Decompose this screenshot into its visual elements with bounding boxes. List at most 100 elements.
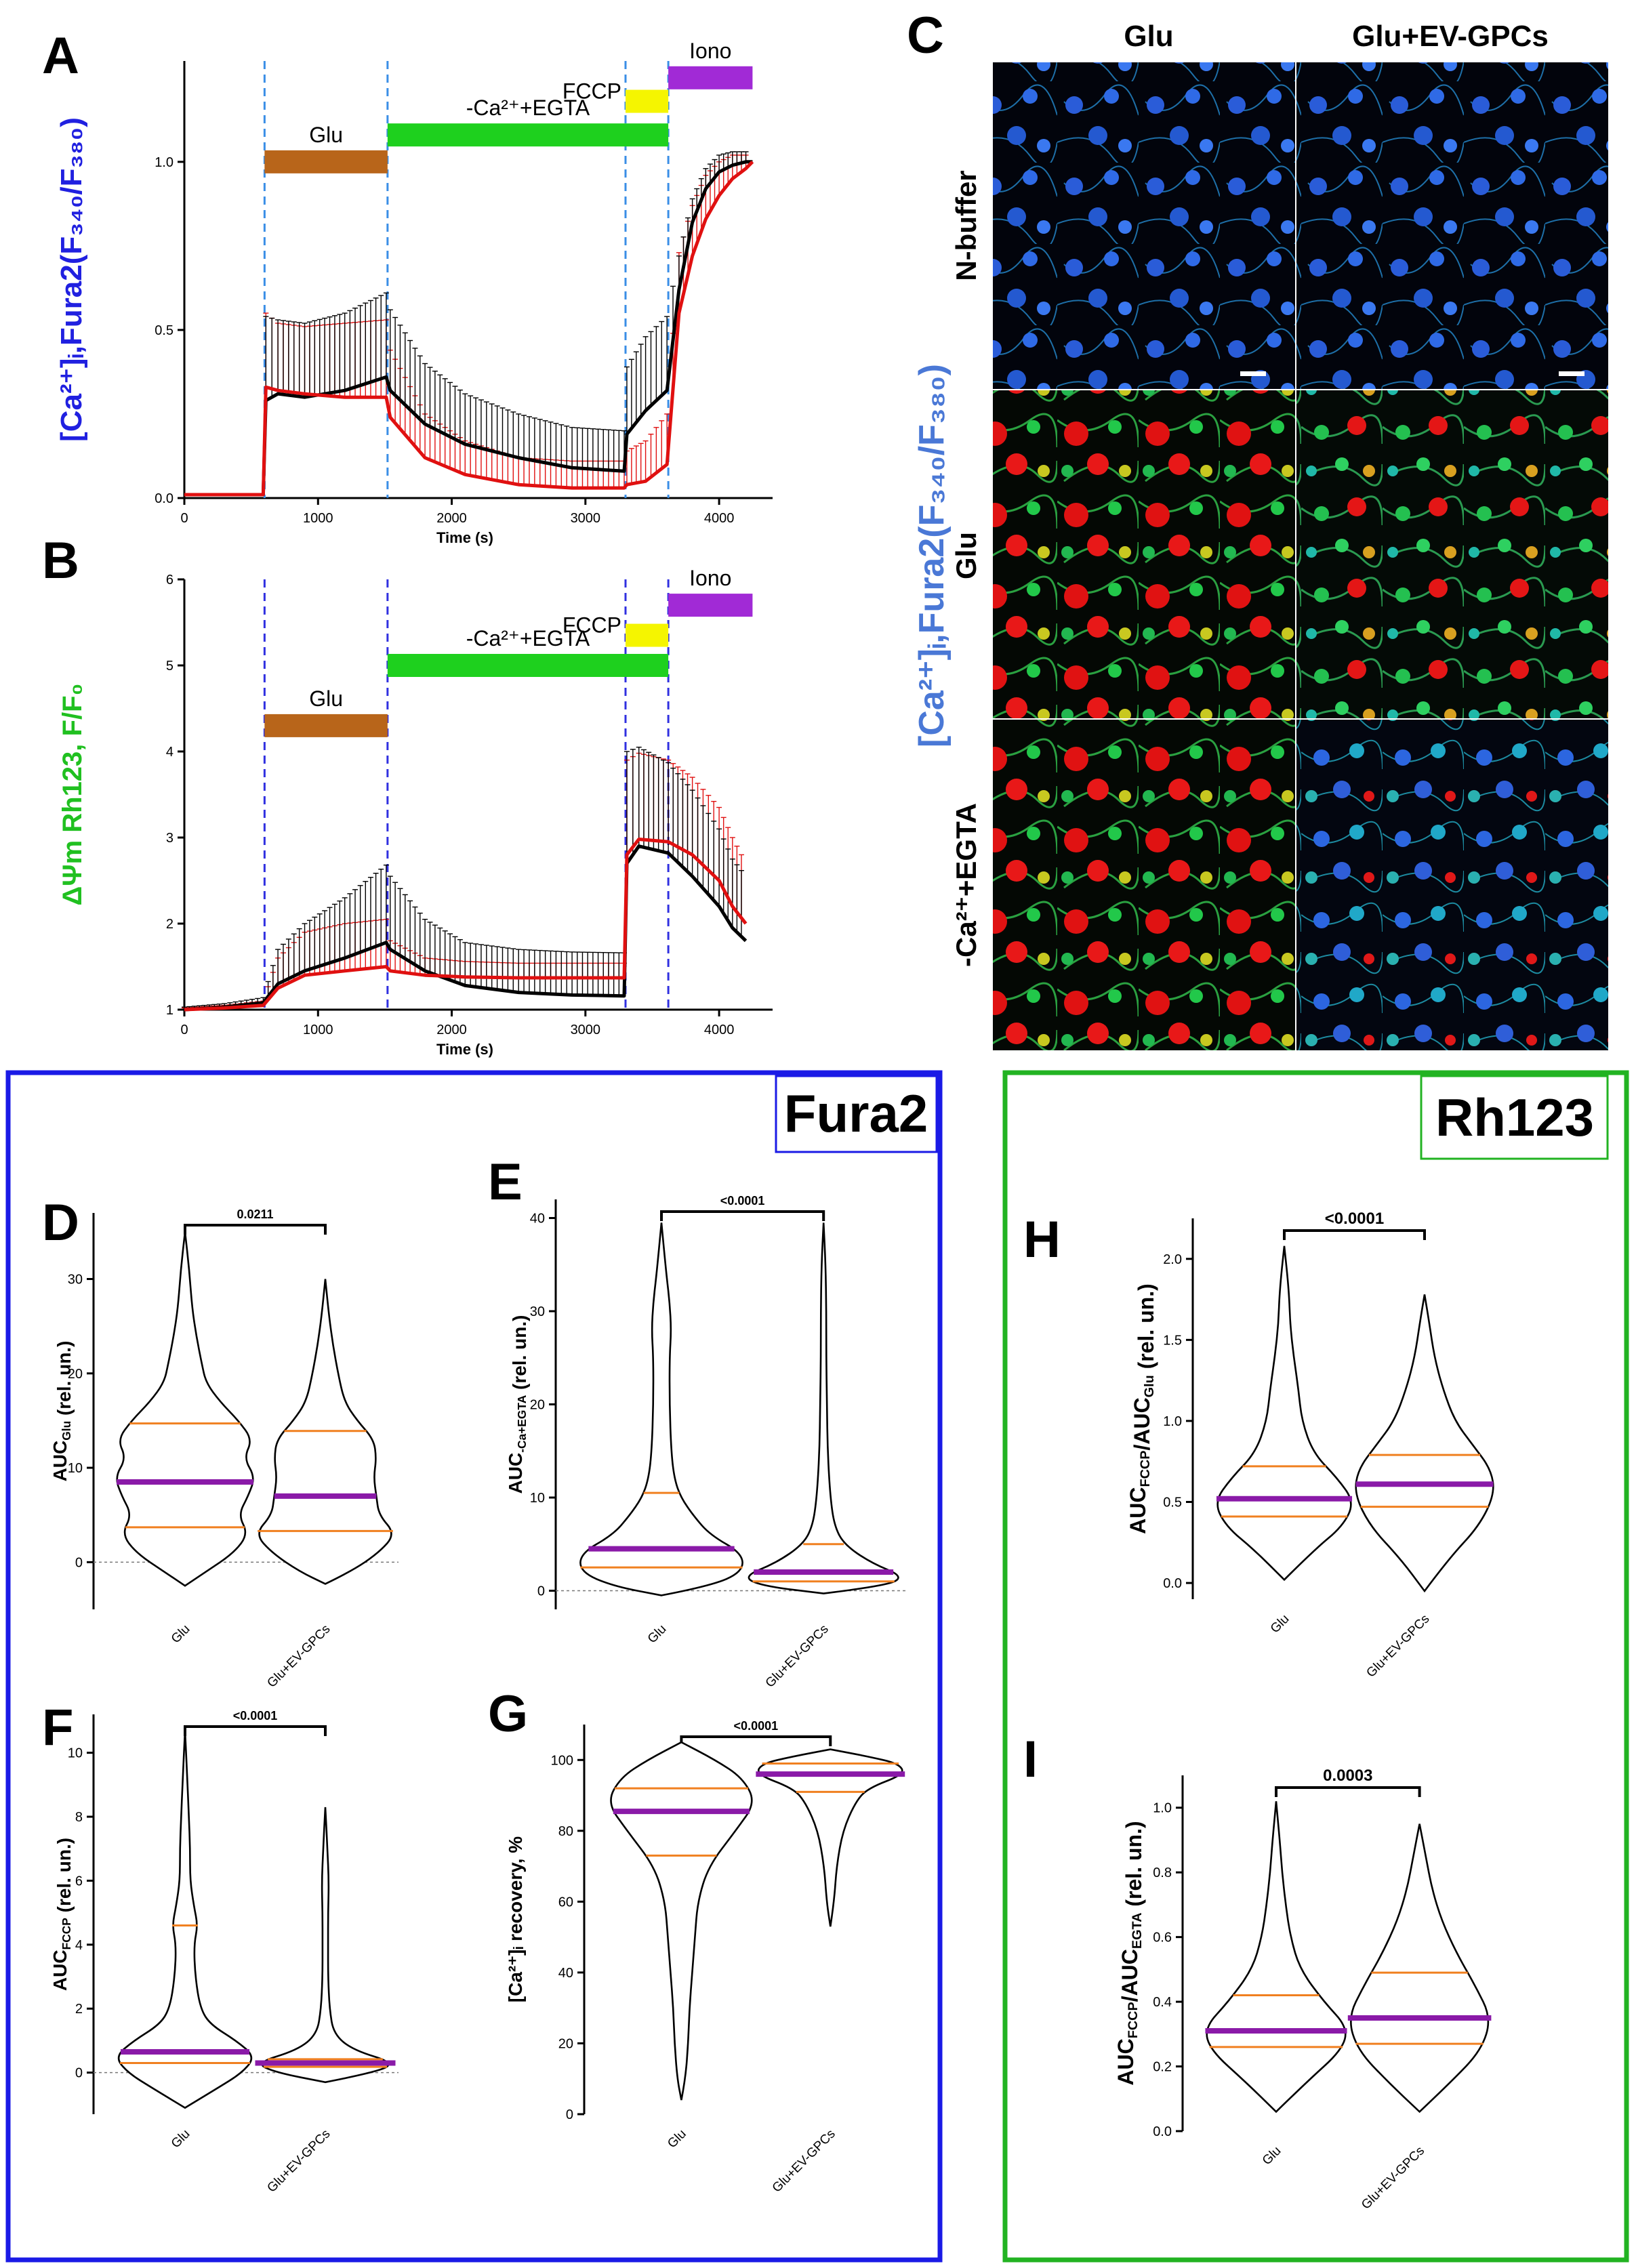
category-label: Glu+EV-GPCs [763, 1622, 832, 1691]
col-label-glu: Glu [1124, 20, 1173, 53]
category-label: Glu [1268, 1612, 1292, 1636]
row-label-glu: Glu [950, 532, 982, 579]
stimulus-label: Iono [689, 566, 731, 590]
y-tick-label: 1.0 [155, 155, 173, 170]
y-tick-label: 0 [75, 2066, 83, 2081]
y-axis-label: [Ca²⁺]ᵢ recovery, % [505, 1836, 526, 2003]
panel-g: G 0 20 40 60 80 100 [Ca²⁺]ᵢ recovery, % <0.0001 G… [488, 1685, 905, 2195]
category-label: Glu+EV-GPCs [1359, 2144, 1427, 2212]
x-tick-label: 4000 [704, 1023, 735, 1037]
y-label-sub: FCCP [60, 1918, 73, 1950]
image-nbuffer-glu [993, 62, 1295, 389]
y-tick-label: 5 [166, 659, 173, 674]
significance-bracket [184, 1224, 327, 1235]
y-tick-label: 0.8 [1153, 1865, 1172, 1880]
panel-e: E 0 10 20 30 40 AUC-Ca+EGTA (rel. un.) <0.0001 G… [488, 1153, 908, 1691]
category-label: Glu [665, 2127, 689, 2151]
y-tick-label: 0 [75, 1555, 83, 1570]
scale-bar [1240, 371, 1266, 376]
y-tick-label: 30 [68, 1273, 83, 1287]
series-line [184, 838, 748, 1012]
violin [116, 1231, 254, 1587]
stimulus-label: -Ca²⁺+EGTA [466, 96, 590, 120]
stimulus-label: Glu [309, 686, 343, 711]
y-tick-label: 1.0 [1163, 1414, 1182, 1429]
y-label-main: AUC [1113, 2038, 1138, 2085]
violin [117, 1730, 253, 2109]
panel-letter-d: D [42, 1194, 79, 1252]
y-label-tail: (rel. un.) [54, 1341, 75, 1421]
y-tick-label: 10 [68, 1746, 83, 1761]
y-axis-label: AUC-Ca+EGTA (rel. un.) [505, 1315, 530, 1494]
significance-bracket [680, 1735, 832, 1746]
image-nbuffer-glu-ev [1296, 62, 1608, 389]
y-axis-label: AUCFCCP (rel. un.) [49, 1838, 75, 1991]
panel-f: F 0 2 4 6 8 10 AUCFCCP (rel. un.) <0.0001 Glu Glu+… [42, 1699, 398, 2195]
y-tick-label: 0 [566, 2107, 573, 2122]
y-label-sub: FCCP [1126, 2002, 1141, 2038]
y-label-mid: /AUC [1118, 1949, 1142, 2002]
stimulus-bar [626, 623, 669, 647]
y-tick-label: 0.5 [155, 323, 173, 338]
y-tick-label: 1.5 [1163, 1333, 1182, 1348]
p-value: <0.0001 [720, 1194, 765, 1208]
panel-letter-g: G [488, 1685, 528, 1743]
violin [579, 1222, 743, 1596]
image-egta-glu-ev [1296, 720, 1608, 1050]
y-label-main: AUC [1126, 1487, 1150, 1534]
y-tick-label: 0.5 [1163, 1496, 1182, 1510]
y-tick-label: 6 [75, 1874, 83, 1889]
y-label-main: AUC [505, 1453, 526, 1494]
y-tick-label: 6 [166, 573, 173, 587]
scale-bar [1559, 371, 1584, 376]
y-tick-label: 0.0 [1163, 1576, 1182, 1591]
panel-letter-i: I [1023, 1731, 1038, 1788]
violin [261, 1807, 390, 2084]
category-label: Glu+EV-GPCs [770, 2127, 838, 2195]
panel-letter-a: A [42, 27, 79, 85]
y-label-main: [Ca²⁺]ᵢ recovery, % [505, 1836, 526, 2003]
y-label-tail: (rel. un.) [1134, 1283, 1158, 1375]
p-value: 0.0211 [237, 1208, 273, 1221]
y-tick-label: 80 [558, 1824, 573, 1839]
panel-letter-h: H [1023, 1211, 1061, 1269]
series-line [184, 161, 754, 497]
significance-bracket [1283, 1229, 1426, 1240]
x-tick-label: 0 [180, 1023, 188, 1037]
category-label: Glu+EV-GPCs [264, 2127, 333, 2195]
category-label: Glu [645, 1622, 670, 1647]
x-tick-label: 2000 [436, 1023, 467, 1037]
y-tick-label: 0.2 [1153, 2060, 1172, 2075]
category-label: Glu [169, 2127, 193, 2151]
significance-bracket [184, 1725, 327, 1736]
y-label-sub: FCCP [1138, 1451, 1153, 1487]
y-tick-label: 30 [530, 1304, 545, 1319]
y-label-mid: /AUC [1130, 1397, 1154, 1450]
y-axis-label: AUCFCCP/AUCEGTA (rel. un.) [1113, 1821, 1146, 2085]
p-value: 0.0003 [1323, 1767, 1372, 1785]
x-tick-label: 3000 [571, 1023, 601, 1037]
x-tick-label: 2000 [436, 511, 467, 526]
y-tick-label: 0.0 [155, 491, 173, 506]
y-tick-label: 10 [530, 1491, 545, 1506]
rh123-label: Rh123 [1435, 1088, 1594, 1147]
series-line [184, 844, 748, 1012]
y-tick-label: 0.6 [1153, 1931, 1172, 1945]
y-tick-label: 40 [558, 1966, 573, 1981]
rh123-label-box [1420, 1075, 1609, 1160]
x-tick-label: 4000 [704, 511, 735, 526]
x-tick-label: 1000 [303, 1023, 333, 1037]
image-egta-glu [993, 720, 1295, 1050]
y-label-main: AUC [49, 1950, 70, 1991]
y-label-sub2: Glu [1142, 1375, 1157, 1397]
y-tick-label: 20 [530, 1398, 545, 1413]
stimulus-bar [668, 594, 753, 617]
y-tick-label: 40 [530, 1212, 545, 1226]
violin [748, 1222, 899, 1594]
panel-letter-b: B [42, 532, 79, 590]
y-tick-label: 1.0 [1153, 1801, 1172, 1816]
row-label-nbuffer: N-buffer [950, 170, 982, 281]
